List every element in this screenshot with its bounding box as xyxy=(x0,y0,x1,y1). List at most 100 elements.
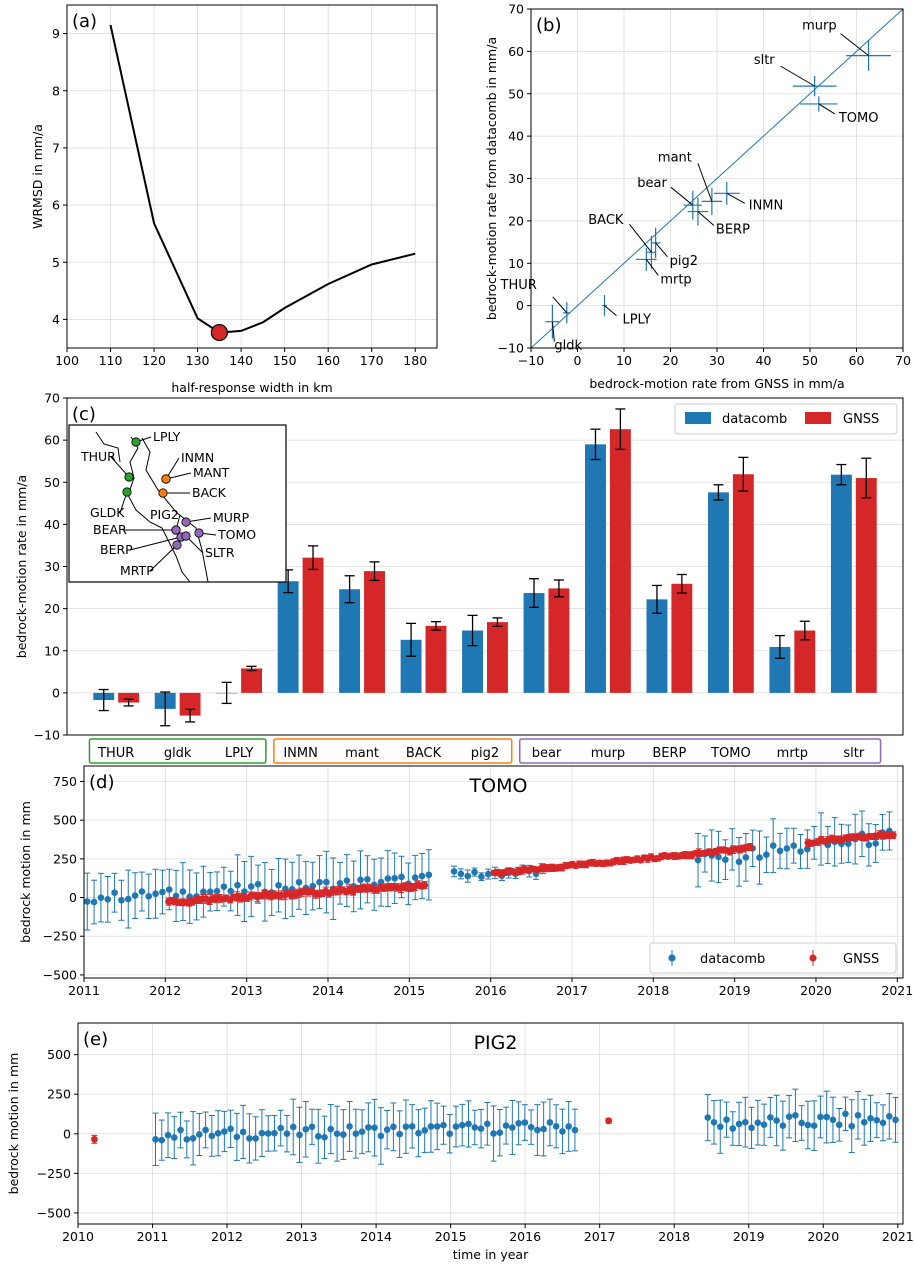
point-datacomb xyxy=(785,1113,793,1121)
point-GNSS xyxy=(90,1135,98,1143)
panel-c-series xyxy=(93,408,877,727)
point-datacomb xyxy=(220,883,228,890)
point-GNSS xyxy=(746,843,754,851)
tick-label-y: 50 xyxy=(508,86,524,101)
tick-label-y: 9 xyxy=(52,26,60,41)
point-label-BERP: BERP xyxy=(716,223,750,238)
point-datacomb xyxy=(308,1123,316,1131)
point-datacomb xyxy=(352,1130,360,1137)
bar-datacomb-mant xyxy=(339,589,361,693)
station-GLDK xyxy=(122,487,132,497)
bar-GNSS-gldk xyxy=(179,692,201,716)
legend-label-gnss: GNSS xyxy=(843,412,879,427)
point-datacomb xyxy=(873,1116,881,1124)
point-label-TOMO: TOMO xyxy=(838,111,879,126)
point-label-mrtp: mrtp xyxy=(660,272,691,287)
point-label-INMN: INMN xyxy=(749,198,784,213)
point-datacomb xyxy=(797,848,804,855)
point-datacomb xyxy=(246,1135,253,1142)
category-label-bear: bear xyxy=(532,746,562,761)
identity-line xyxy=(530,8,904,349)
point-datacomb xyxy=(723,1116,730,1123)
point-datacomb xyxy=(213,887,221,895)
category-label-pig2: pig2 xyxy=(471,746,499,761)
point-datacomb xyxy=(450,868,458,875)
tick-label-x: 2016 xyxy=(475,983,507,998)
point-datacomb xyxy=(892,1116,899,1124)
point-datacomb xyxy=(509,1124,516,1131)
legend-box xyxy=(674,403,898,435)
point-datacomb xyxy=(829,1116,837,1124)
station-label-MANT: MANT xyxy=(193,465,230,480)
tick-label-x: 2020 xyxy=(807,1229,839,1244)
annotation-arrow xyxy=(604,305,617,317)
point-datacomb xyxy=(715,853,722,861)
point-datacomb xyxy=(183,1136,191,1143)
tick-label-y: 8 xyxy=(52,83,60,98)
tick-label-y: 6 xyxy=(52,198,60,213)
bar-datacomb-bear xyxy=(523,593,545,693)
tick-label-x: 2019 xyxy=(719,983,751,998)
point-datacomb xyxy=(571,1126,579,1134)
point-datacomb xyxy=(867,1115,874,1122)
point-datacomb xyxy=(760,1121,768,1128)
tick-label-x: 70 xyxy=(895,353,911,368)
tick-label-y: 500 xyxy=(53,813,77,828)
legend-label-gnss: GNSS xyxy=(843,952,879,967)
tick-label-y: 0 xyxy=(63,1126,71,1141)
tick-label-x: 2013 xyxy=(286,1229,318,1244)
annotation-arrow xyxy=(697,211,715,226)
axes-frame xyxy=(530,8,904,349)
point-datacomb xyxy=(364,876,371,883)
station-MRTP xyxy=(172,540,182,550)
tick-label-y: 0 xyxy=(516,298,524,313)
tick-label-y: 70 xyxy=(508,2,524,17)
tick-label-x: 2012 xyxy=(211,1229,243,1244)
point-datacomb xyxy=(289,1123,297,1131)
category-label-TOMO: TOMO xyxy=(710,746,751,761)
point-datacomb xyxy=(817,1113,824,1121)
point-datacomb xyxy=(464,872,472,880)
station-BACK xyxy=(158,488,168,498)
tick-label-y: −500 xyxy=(37,1205,71,1220)
tick-label-y: 30 xyxy=(508,171,524,186)
point-datacomb xyxy=(357,876,364,884)
tick-label-y: 5 xyxy=(52,255,60,270)
axes-frame xyxy=(77,1022,904,1225)
axes-grid: −10 0 10 20 30 40 50 60 70 −10 0 10 20 30 40 50 60 70 xyxy=(498,2,911,369)
point-label-pig2: pig2 xyxy=(670,254,698,269)
point-label-LPLY: LPLY xyxy=(622,313,651,328)
panel-label-e: (e) xyxy=(83,1029,108,1050)
axes-frame xyxy=(66,4,438,349)
point-datacomb xyxy=(440,1121,447,1129)
bar-GNSS-murp xyxy=(609,429,631,693)
point-datacomb xyxy=(383,1126,391,1133)
bar-GNSS-BERP xyxy=(671,583,693,693)
point-datacomb xyxy=(277,1124,285,1132)
tick-label-x: 170 xyxy=(360,353,384,368)
point-datacomb xyxy=(546,1119,554,1126)
tick-label-y: −10 xyxy=(34,728,60,743)
point-datacomb xyxy=(767,1114,774,1121)
tick-label-x: −10 xyxy=(518,353,544,368)
point-datacomb xyxy=(316,878,323,886)
point-datacomb xyxy=(214,1129,222,1137)
point-label-gldk: gldk xyxy=(554,339,582,354)
point-datacomb xyxy=(377,1132,385,1140)
station-label-BACK: BACK xyxy=(192,485,227,500)
station-MANT xyxy=(161,474,171,484)
tick-label-x: 150 xyxy=(273,353,297,368)
category-label-THUR: THUR xyxy=(97,746,134,761)
category-label-sltr: sltr xyxy=(843,746,864,761)
y-axis-label-a: WRMSD in mm/a xyxy=(30,124,45,229)
point-datacomb xyxy=(264,1130,272,1137)
tick-label-x: 2021 xyxy=(882,1229,914,1244)
point-datacomb xyxy=(145,892,153,900)
point-datacomb xyxy=(465,1120,472,1128)
axes-frame xyxy=(83,765,904,979)
tick-label-x: 2017 xyxy=(584,1229,616,1244)
point-label-bear: bear xyxy=(637,176,667,191)
annotation-arrow xyxy=(670,186,694,206)
point-datacomb xyxy=(296,1131,303,1139)
